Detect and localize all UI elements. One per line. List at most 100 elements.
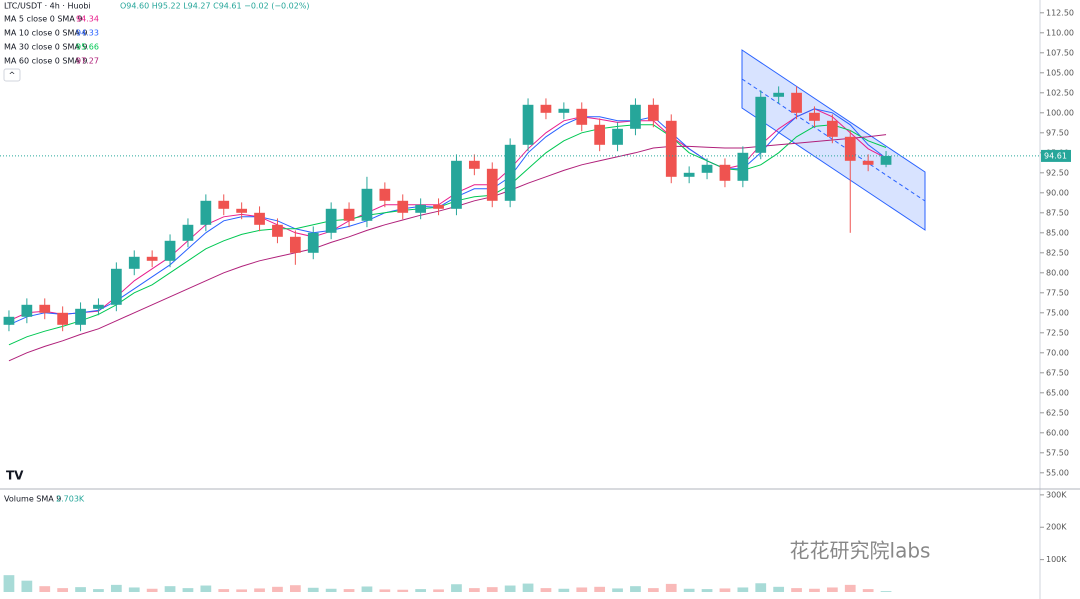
volume-bar — [719, 588, 731, 592]
volume-bar — [433, 589, 444, 592]
volume-bar — [540, 588, 552, 592]
candle-body — [93, 304, 104, 309]
y-tick-label: 100.00 — [1046, 108, 1074, 117]
candle-body — [343, 208, 355, 221]
y-tick-label: 102.50 — [1046, 88, 1074, 97]
volume-bar — [504, 585, 516, 592]
volume-bar — [164, 586, 176, 592]
candle-body — [57, 312, 69, 325]
candle-body — [540, 104, 552, 113]
candle-body — [397, 200, 409, 213]
volume-bar — [862, 589, 874, 592]
volume-bar — [3, 575, 15, 592]
volume-title: Volume SMA 9 — [4, 495, 61, 504]
candle-body — [128, 256, 140, 269]
y-tick-label: 57.50 — [1046, 448, 1069, 457]
candle-body — [3, 316, 15, 325]
volume-bar — [826, 587, 838, 592]
legend-value: 94.34 — [76, 15, 99, 24]
candle-body — [451, 160, 462, 209]
candle-body — [880, 155, 892, 165]
candle-body — [415, 204, 427, 213]
chart-title: LTC/USDT · 4h · Huobi — [4, 2, 91, 11]
volume-bar — [576, 587, 588, 592]
volume-bar — [468, 588, 480, 592]
volume-bar — [307, 587, 319, 592]
candle-body — [164, 240, 176, 261]
collapse-icon[interactable]: ^ — [9, 71, 16, 80]
y-tick-label: 85.00 — [1046, 228, 1069, 237]
ohlc-text: O94.60 H95.22 L94.27 C94.61 −0.02 (−0.02… — [120, 2, 310, 11]
candle-body — [647, 104, 659, 121]
candle-body — [826, 120, 838, 137]
candle-body — [236, 208, 248, 213]
volume-bar — [379, 589, 391, 592]
volume-bar — [236, 589, 248, 592]
candle-body — [289, 236, 301, 253]
candle-body — [558, 108, 570, 113]
candle-body — [791, 92, 802, 113]
volume-bar — [343, 589, 355, 592]
candle-body — [146, 256, 158, 261]
volume-bar — [701, 589, 713, 592]
volume-bar — [397, 589, 409, 592]
candle-body — [75, 308, 86, 325]
candle-body — [110, 268, 122, 305]
candle-body — [737, 152, 749, 181]
candle-body — [325, 208, 337, 233]
volume-bar — [880, 591, 892, 592]
watermark: 花花研究院labs — [790, 539, 931, 563]
y-tick-label: 87.50 — [1046, 208, 1069, 217]
y-tick-label: 97.50 — [1046, 128, 1069, 137]
y-tick-label: 105.00 — [1046, 68, 1074, 77]
candle-body — [522, 104, 534, 145]
candle-body — [182, 224, 194, 241]
candle-body — [433, 204, 444, 209]
candle-body — [701, 164, 713, 173]
volume-bar — [612, 588, 623, 592]
volume-bar — [522, 583, 534, 592]
last-price-label: 94.61 — [1044, 151, 1067, 160]
volume-bar — [737, 587, 749, 592]
candle-body — [683, 172, 695, 177]
volume-bar — [57, 588, 69, 592]
last-price-box — [1041, 149, 1071, 162]
collapse-button[interactable] — [3, 68, 21, 82]
candle-body — [468, 160, 480, 169]
y-tick-label: 67.50 — [1046, 368, 1069, 377]
volume-bar — [647, 588, 659, 592]
volume-bar — [39, 586, 51, 592]
candle-body — [844, 136, 856, 161]
channel-midline — [741, 78, 926, 202]
logo: TV — [6, 469, 24, 483]
candle-body — [576, 108, 588, 125]
legend-label: MA 5 close 0 SMA 9 — [4, 15, 82, 24]
volume-bar — [272, 586, 283, 592]
y-tick-label: 77.50 — [1046, 288, 1069, 297]
legend-value: 95.66 — [76, 43, 99, 52]
candle-body — [21, 304, 33, 317]
plot — [3, 86, 892, 592]
volume-bar — [21, 580, 33, 592]
y-tick-label: 62.50 — [1046, 408, 1069, 417]
volume-bar — [289, 585, 301, 592]
volume-bar — [791, 588, 802, 592]
volume-bar — [773, 586, 785, 592]
volume-bar — [110, 584, 122, 592]
y-tick-label: 65.00 — [1046, 388, 1069, 397]
y-tick-label: 110.00 — [1046, 28, 1074, 37]
volume-y-tick-label: 100K — [1046, 555, 1067, 564]
volume-bar — [75, 587, 86, 592]
candle-body — [862, 160, 874, 165]
volume-bar — [558, 588, 570, 592]
y-tick-label: 92.50 — [1046, 168, 1069, 177]
y-tick-label: 55.00 — [1046, 468, 1069, 477]
candle-body — [612, 128, 623, 145]
volume-bar — [361, 586, 373, 592]
y-tick-label: 72.50 — [1046, 328, 1069, 337]
ma-line — [8, 134, 887, 362]
legend-value: 97.27 — [76, 57, 99, 66]
volume-bar — [200, 585, 212, 592]
